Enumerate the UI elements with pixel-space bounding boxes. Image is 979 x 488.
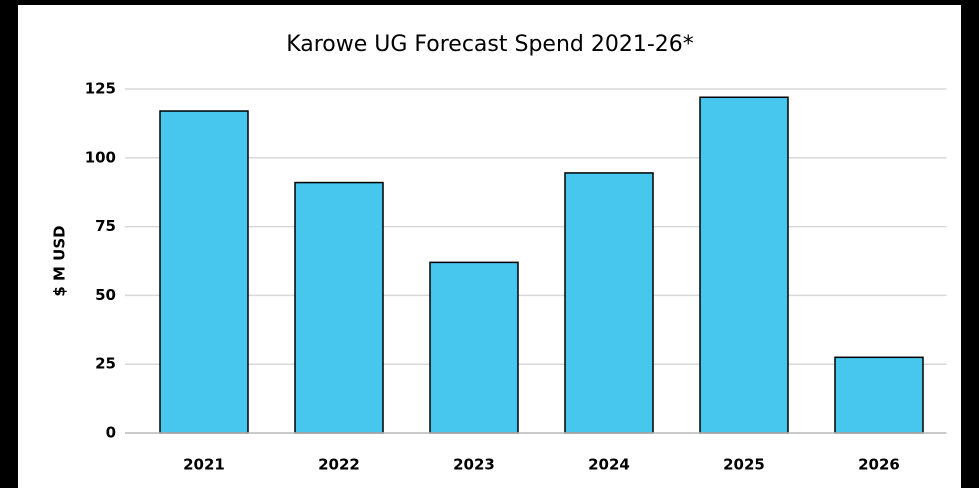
bar <box>564 172 654 434</box>
bar <box>294 181 384 434</box>
bar <box>834 356 924 434</box>
x-tick-label: 2022 <box>318 456 360 474</box>
y-tick-label: 125 <box>85 80 116 98</box>
y-tick-label: 25 <box>95 355 116 373</box>
x-tick-label: 2025 <box>723 456 765 474</box>
bar <box>159 110 249 434</box>
bar <box>429 261 519 434</box>
y-axis-label: $ M USD <box>51 225 69 296</box>
y-tick-label: 75 <box>95 217 116 235</box>
x-tick-label: 2026 <box>858 456 900 474</box>
x-tick-label: 2023 <box>453 456 495 474</box>
x-tick-label: 2021 <box>183 456 225 474</box>
x-tick-label: 2024 <box>588 456 630 474</box>
y-tick-label: 100 <box>85 148 116 166</box>
y-tick-label: 0 <box>106 424 116 442</box>
y-tick-label: 50 <box>95 286 116 304</box>
chart-title: Karowe UG Forecast Spend 2021-26* <box>286 32 694 57</box>
bar <box>699 96 789 434</box>
